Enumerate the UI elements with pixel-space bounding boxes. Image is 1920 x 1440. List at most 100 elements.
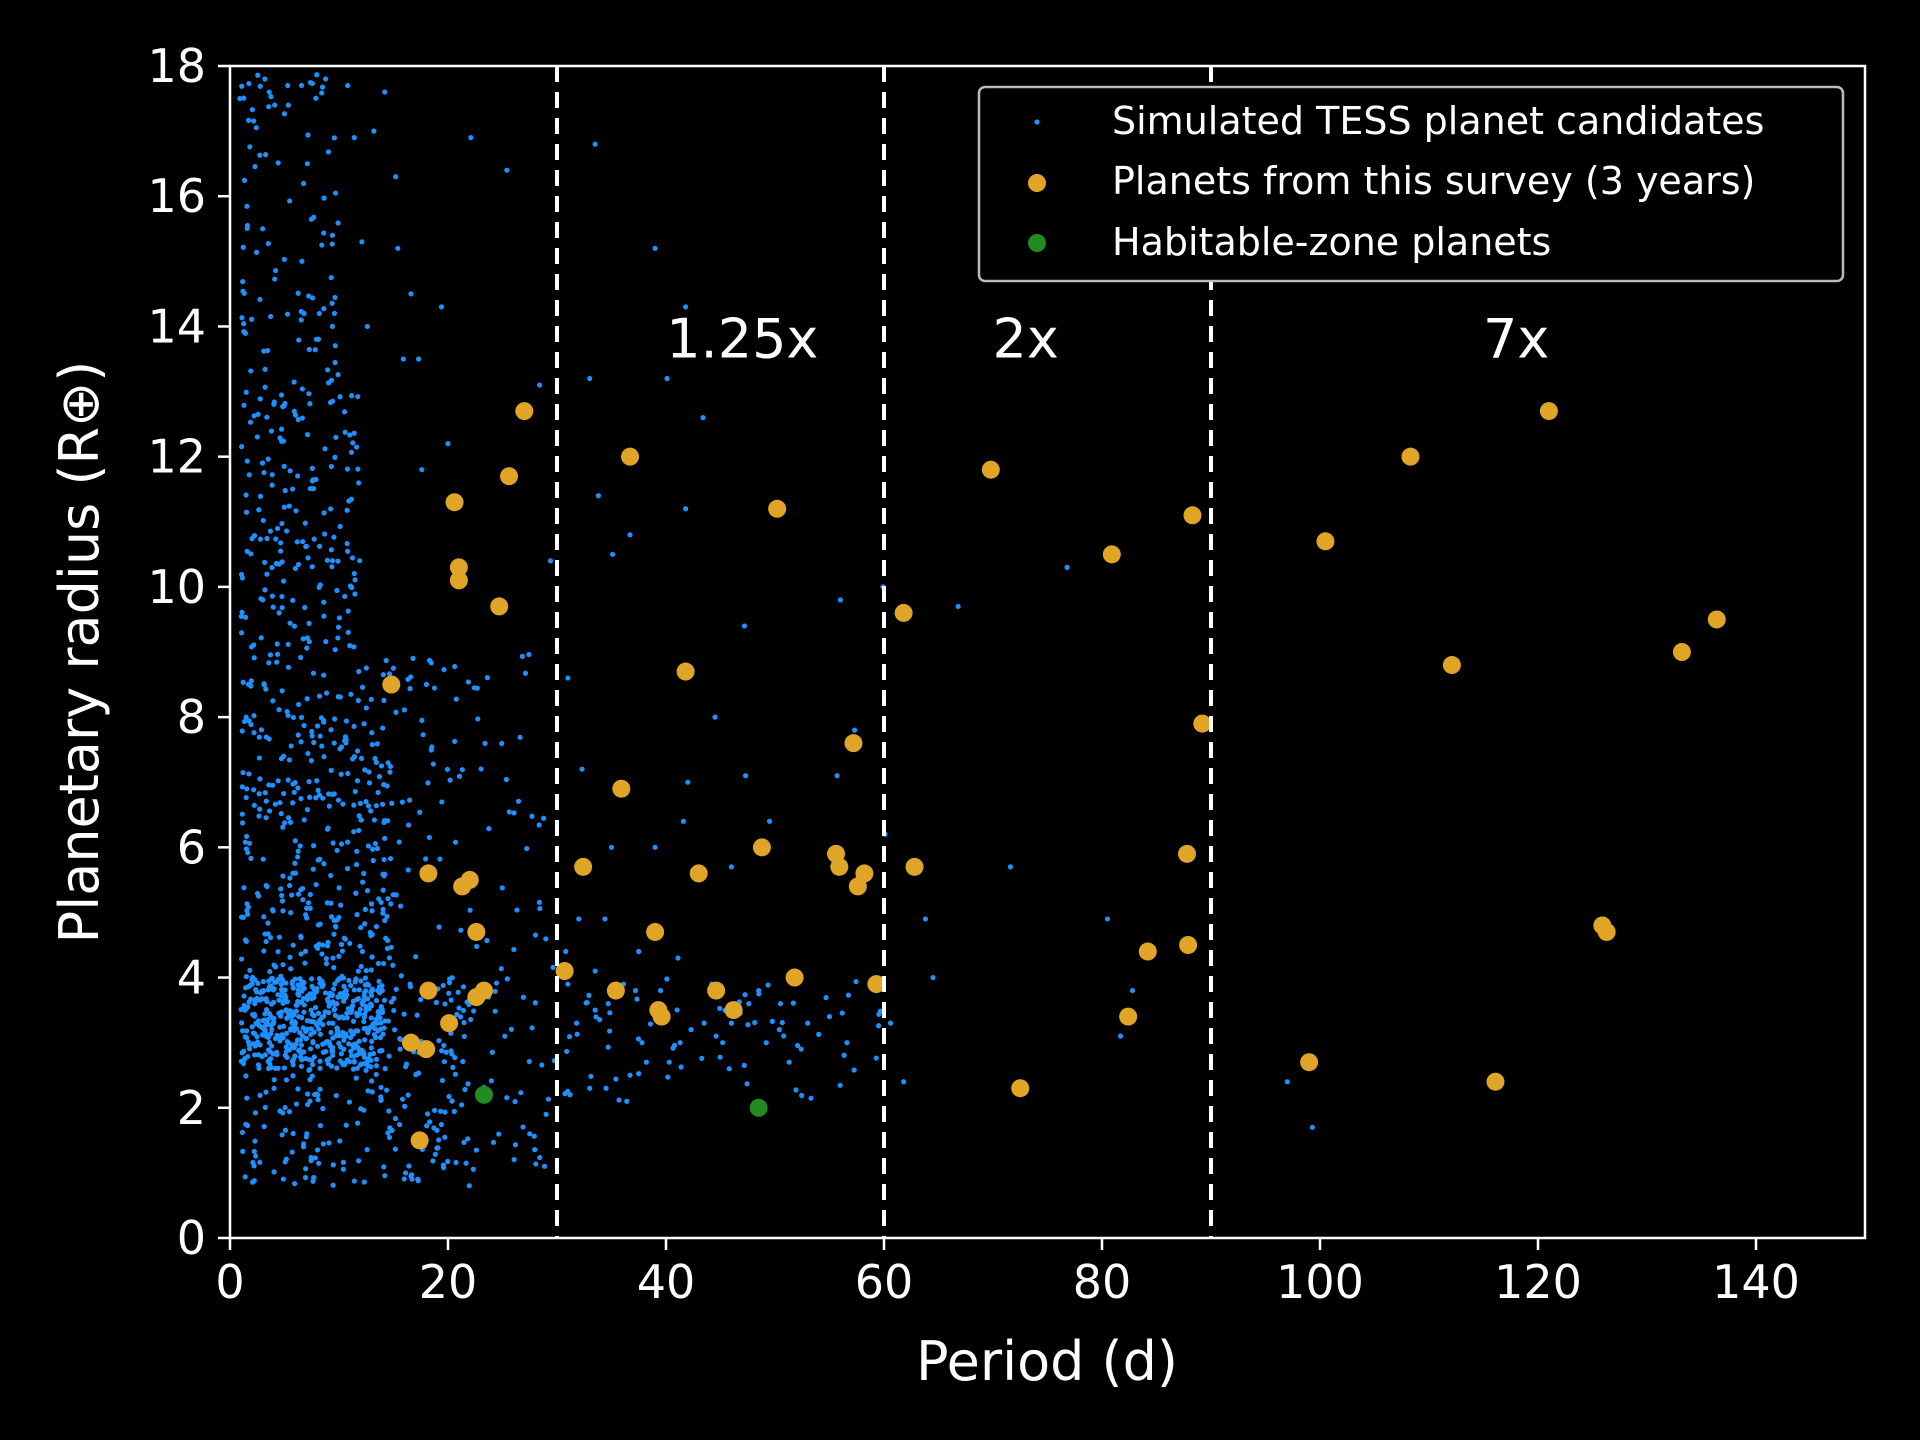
tess-candidate-point <box>353 976 359 982</box>
tess-candidate-point <box>328 274 334 281</box>
tess-candidate-point <box>260 226 266 232</box>
tess-candidate-point <box>313 989 319 995</box>
tess-candidate-point <box>311 739 317 746</box>
tess-candidate-point <box>255 411 261 417</box>
tess-candidate-point <box>317 543 323 549</box>
tess-candidate-point <box>249 1179 256 1185</box>
tess-candidate-point <box>352 591 358 597</box>
tess-candidate-point <box>358 963 364 970</box>
tess-candidate-point <box>396 839 402 845</box>
tess-candidate-point <box>344 866 351 872</box>
tess-candidate-point <box>279 977 286 983</box>
tess-candidate-point <box>382 1066 388 1072</box>
survey-planet-point <box>382 675 401 694</box>
tess-candidate-point <box>286 503 292 509</box>
tess-candidate-point <box>373 997 380 1004</box>
tess-candidate-point <box>539 1062 545 1068</box>
survey-planet-point <box>830 857 849 876</box>
tess-candidate-point <box>688 1027 694 1033</box>
tess-candidate-point <box>362 1037 368 1043</box>
tess-candidate-point <box>474 685 480 691</box>
tess-candidate-point <box>329 564 335 570</box>
tess-candidate-point <box>296 992 302 998</box>
tess-candidate-point <box>309 465 315 471</box>
tess-candidate-point <box>498 966 504 972</box>
tess-candidate-point <box>266 104 272 110</box>
tess-candidate-point <box>348 496 355 502</box>
survey-planet-point <box>410 1131 429 1150</box>
tess-candidate-point <box>438 304 445 310</box>
tess-candidate-point <box>359 948 366 955</box>
tess-candidate-point <box>384 913 390 920</box>
tess-candidate-point <box>280 578 287 584</box>
tess-candidate-point <box>257 536 264 542</box>
tess-candidate-point <box>309 80 315 87</box>
tess-candidate-point <box>627 532 633 538</box>
tess-candidate-point <box>368 1003 375 1009</box>
tess-candidate-point <box>241 95 247 101</box>
tess-candidate-point <box>343 1122 349 1128</box>
tess-candidate-point <box>336 1015 342 1021</box>
tess-candidate-point <box>281 504 287 510</box>
tess-candidate-point <box>834 773 840 779</box>
tess-candidate-point <box>799 1092 805 1099</box>
tess-candidate-point <box>302 520 308 526</box>
tess-candidate-point <box>353 890 359 896</box>
tess-candidate-point <box>379 1047 385 1054</box>
tess-candidate-point <box>283 1044 289 1050</box>
tess-candidate-point <box>588 1073 594 1079</box>
tess-candidate-point <box>357 800 364 807</box>
tess-candidate-point <box>326 1009 332 1016</box>
tess-candidate-point <box>839 1010 845 1016</box>
tess-candidate-point <box>260 856 266 862</box>
tess-candidate-point <box>532 1000 538 1006</box>
tess-candidate-point <box>319 984 325 990</box>
tess-candidate-point <box>261 948 267 954</box>
tess-candidate-point <box>415 1070 422 1076</box>
survey-planet-point <box>467 922 486 941</box>
tess-candidate-point <box>246 771 252 777</box>
tess-candidate-point <box>502 1033 508 1039</box>
tess-candidate-point <box>381 873 387 879</box>
habitable-planet-point <box>749 1098 768 1117</box>
tess-candidate-point <box>280 908 286 914</box>
tess-candidate-point <box>361 1025 367 1032</box>
tess-candidate-point <box>262 587 268 593</box>
tess-candidate-point <box>335 977 341 983</box>
tess-candidate-point <box>380 906 386 912</box>
tess-candidate-point <box>244 458 250 464</box>
plot-frame <box>228 64 1867 1240</box>
tess-candidate-point <box>261 914 267 920</box>
tess-candidate-point <box>374 845 381 852</box>
tess-candidate-point <box>395 245 401 251</box>
survey-planet-point <box>894 603 913 622</box>
tess-candidate-point <box>484 937 490 944</box>
tess-candidate-point <box>439 799 445 805</box>
tess-candidate-point <box>446 990 452 996</box>
tess-candidate-point <box>307 891 313 898</box>
tess-candidate-point <box>321 195 327 201</box>
tess-candidate-point <box>314 723 321 729</box>
tess-candidate-point <box>247 419 254 425</box>
tess-candidate-point <box>238 1006 244 1013</box>
tess-candidate-point <box>545 1096 552 1102</box>
tess-candidate-point <box>531 1133 537 1139</box>
tess-candidate-point <box>264 414 270 420</box>
tess-candidate-point <box>239 1129 246 1136</box>
tess-candidate-point <box>308 976 315 982</box>
tess-candidate-point <box>496 1131 502 1137</box>
tess-candidate-point <box>307 401 313 407</box>
tess-candidate-point <box>270 1020 277 1026</box>
tess-candidate-point <box>243 1073 249 1079</box>
tess-candidate-point <box>295 290 301 296</box>
tess-candidate-point <box>382 917 388 924</box>
tess-candidate-point <box>329 241 335 247</box>
tess-candidate-point <box>419 467 425 473</box>
tess-candidate-point <box>306 391 312 397</box>
tess-candidate-point <box>484 675 490 681</box>
tess-candidate-point <box>853 979 859 985</box>
tess-candidate-point <box>397 1036 404 1043</box>
tess-candidate-point <box>312 347 318 353</box>
tess-candidate-point <box>260 978 266 985</box>
tess-candidate-point <box>244 1122 251 1129</box>
